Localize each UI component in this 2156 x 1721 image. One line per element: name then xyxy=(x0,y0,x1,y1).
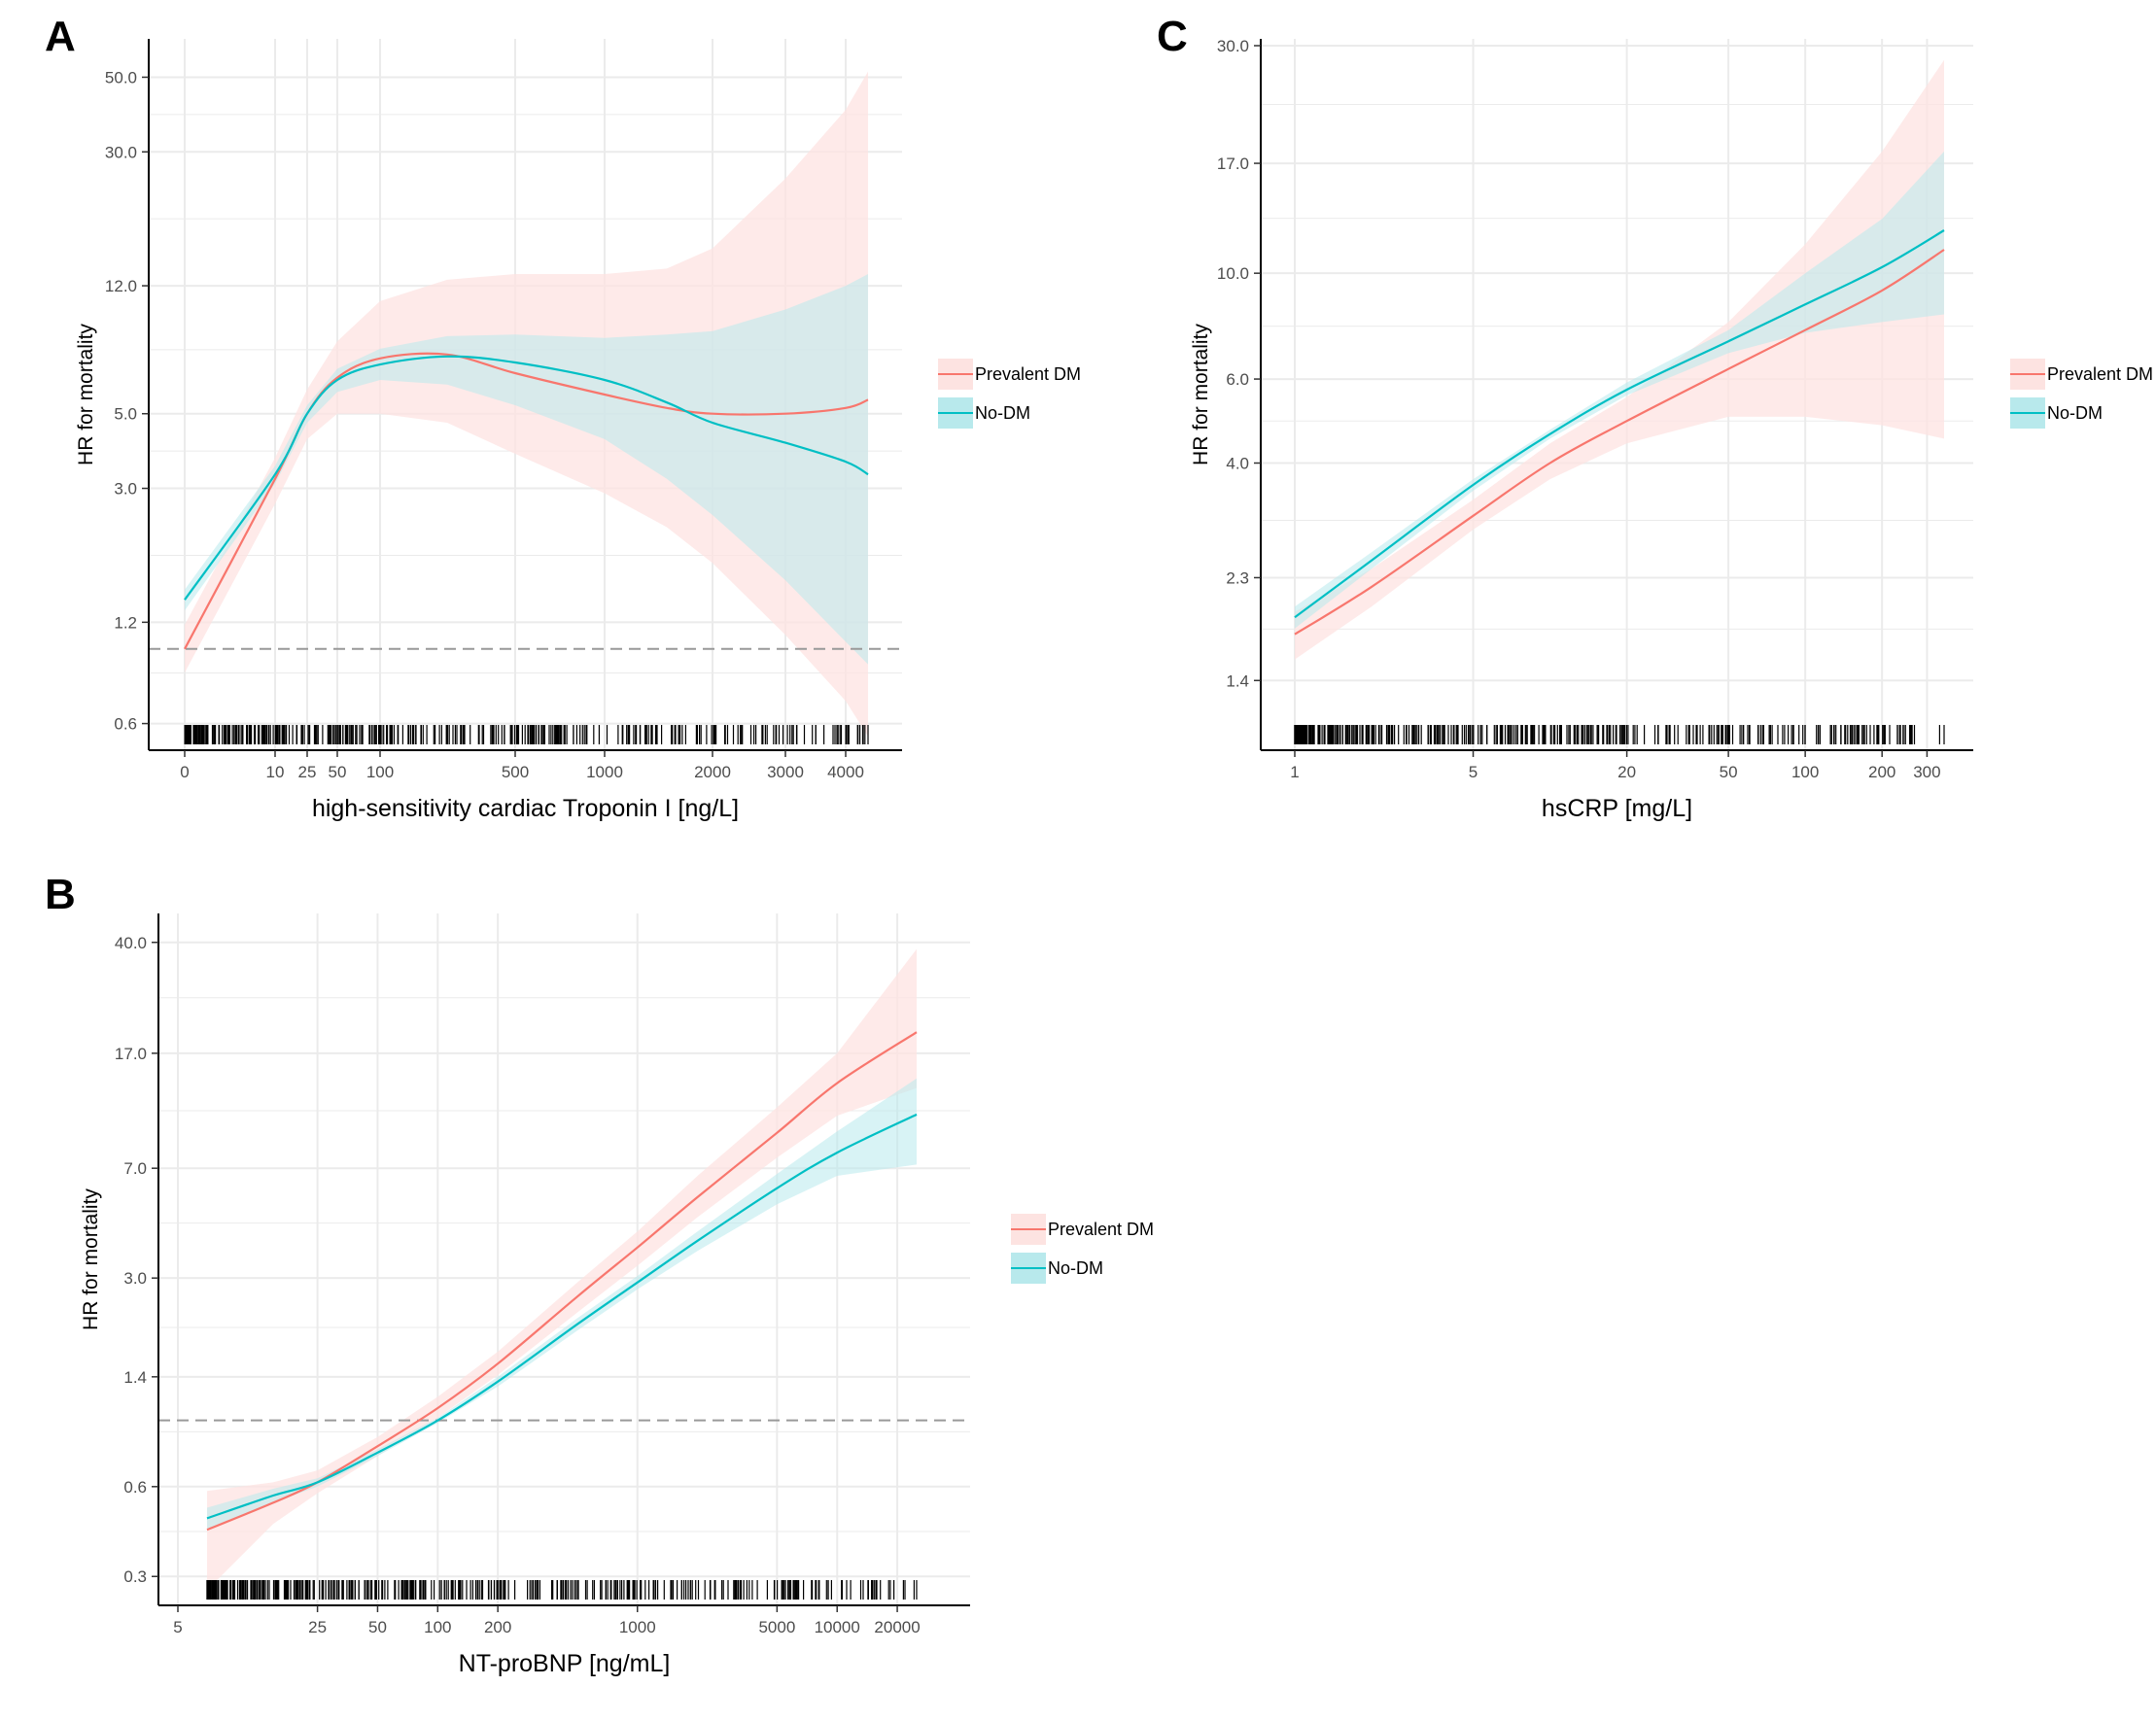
panel-c-chart: 1.4 2.3 4.0 6.0 10.0 17.0 30.0 1 5 20 50 100 200 300 h… xyxy=(1190,37,2153,822)
panel-c-x-tick-label: 20 xyxy=(1617,763,1636,781)
panel-a-y-tick-label: 0.6 xyxy=(114,715,137,734)
panel-b-legend-label-prevalent-dm: Prevalent DM xyxy=(1048,1220,1154,1239)
panel-b-y-tick-label: 0.6 xyxy=(123,1478,147,1497)
panel-b-y-tick-label: 0.3 xyxy=(123,1567,147,1586)
panel-a-y-tick-label: 12.0 xyxy=(105,277,137,295)
panel-b-x-tick-label: 10000 xyxy=(815,1618,860,1636)
panel-b-x-tick-label: 20000 xyxy=(874,1618,920,1636)
panel-c-y-tick-label: 17.0 xyxy=(1217,155,1249,173)
panel-a-x-tick-label: 10 xyxy=(266,763,285,781)
panel-a-x-axis-title: high-sensitivity cardiac Troponin I [ng/… xyxy=(312,795,739,822)
panel-b-y-tick-label: 7.0 xyxy=(123,1159,147,1178)
panel-b-x-tick-label: 1000 xyxy=(619,1618,656,1636)
panel-a-y-tick-label: 3.0 xyxy=(114,480,137,499)
panel-c-x-tick-label: 1 xyxy=(1290,763,1299,781)
panel-b-y-tick-label: 40.0 xyxy=(115,934,147,952)
panel-b-y-tick-label: 1.4 xyxy=(123,1368,147,1387)
panel-c-band-no-dm xyxy=(1295,151,1944,629)
panel-c-x-tick-label: 200 xyxy=(1868,763,1895,781)
panel-b-x-tick-label: 200 xyxy=(484,1618,511,1636)
panel-c-band-prevalent-dm xyxy=(1295,59,1944,660)
panel-b-rug xyxy=(206,1580,918,1600)
panel-label-c: C xyxy=(1157,13,1188,60)
panel-c-legend-label-no-dm: No-DM xyxy=(2047,403,2103,423)
panel-c-rug xyxy=(1294,725,1945,744)
panel-c-y-tick-label: 6.0 xyxy=(1226,370,1249,389)
panel-a-y-axis-title: HR for mortality xyxy=(75,324,97,465)
panel-a-x-tick-label: 25 xyxy=(298,763,317,781)
panel-c-x-tick-label: 5 xyxy=(1469,763,1478,781)
panel-b-legend-label-no-dm: No-DM xyxy=(1048,1258,1103,1278)
panel-c-y-tick-label: 1.4 xyxy=(1226,671,1249,690)
panel-a-chart: 0.6 1.2 3.0 5.0 12.0 30.0 50.0 0 10 25 50 100 500 100… xyxy=(75,39,1081,822)
panel-b-x-tick-label: 100 xyxy=(424,1618,451,1636)
panel-b-y-tick-label: 3.0 xyxy=(123,1269,147,1288)
panel-c-y-tick-label: 30.0 xyxy=(1217,37,1249,55)
panel-b-chart: 0.3 0.6 1.4 3.0 7.0 17.0 40.0 5 25 50 100 200 1000 50… xyxy=(80,913,1154,1677)
panel-b-band-prevalent-dm xyxy=(207,948,917,1591)
panel-a-rug xyxy=(184,725,869,744)
panel-b-grid xyxy=(158,913,970,1605)
panel-b-x-axis-title: NT-proBNP [ng/mL] xyxy=(459,1650,671,1677)
panel-a-x-tick-label: 4000 xyxy=(827,763,864,781)
panel-b-x-tick-label: 5 xyxy=(173,1618,182,1636)
panel-b-x-tick-label: 5000 xyxy=(758,1618,795,1636)
panel-a-y-tick-label: 1.2 xyxy=(114,613,137,632)
panel-b-y-tick-label: 17.0 xyxy=(115,1045,147,1063)
panel-a-legend-label-prevalent-dm: Prevalent DM xyxy=(975,364,1081,384)
panel-a-x-tick-label: 50 xyxy=(329,763,347,781)
panel-a-y-tick-label: 30.0 xyxy=(105,143,137,161)
panel-c-y-axis-title: HR for mortality xyxy=(1190,324,1212,465)
panel-a-line-no-dm xyxy=(184,355,869,601)
panel-a-x-tick-label: 100 xyxy=(366,763,394,781)
panel-c-x-tick-label: 100 xyxy=(1791,763,1819,781)
panel-a-x-tick-label: 1000 xyxy=(586,763,623,781)
panel-c-x-tick-label: 300 xyxy=(1913,763,1940,781)
panel-a-x-tick-label: 500 xyxy=(502,763,529,781)
panel-b-line-no-dm xyxy=(206,1113,918,1520)
panel-c-legend-label-prevalent-dm: Prevalent DM xyxy=(2047,364,2153,384)
panel-a-legend: Prevalent DM No-DM xyxy=(938,359,1081,429)
panel-b-x-tick-label: 25 xyxy=(308,1618,327,1636)
panel-a-x-tick-label: 2000 xyxy=(694,763,731,781)
panel-a-y-tick-label: 5.0 xyxy=(114,405,137,424)
panel-label-b: B xyxy=(45,871,76,918)
panel-c-x-axis-title: hsCRP [mg/L] xyxy=(1542,795,1692,822)
panel-a-x-tick-label: 0 xyxy=(180,763,189,781)
panel-label-a: A xyxy=(45,13,76,60)
panel-a-y-tick-label: 50.0 xyxy=(105,68,137,86)
panel-c-legend: Prevalent DM No-DM xyxy=(2010,359,2153,429)
panel-c-x-tick-label: 50 xyxy=(1720,763,1738,781)
panel-a-x-tick-label: 3000 xyxy=(767,763,804,781)
panel-c-line-no-dm xyxy=(1294,229,1945,619)
panel-a-legend-label-no-dm: No-DM xyxy=(975,403,1030,423)
panel-c-y-tick-label: 10.0 xyxy=(1217,264,1249,283)
panel-b-y-axis-title: HR for mortality xyxy=(80,1188,102,1330)
panel-b-legend: Prevalent DM No-DM xyxy=(1011,1214,1154,1284)
panel-c-y-tick-label: 4.0 xyxy=(1226,454,1249,472)
panel-b-x-tick-label: 50 xyxy=(368,1618,387,1636)
panel-c-y-tick-label: 2.3 xyxy=(1226,568,1249,587)
panel-c-line-prevalent-dm xyxy=(1294,249,1945,636)
